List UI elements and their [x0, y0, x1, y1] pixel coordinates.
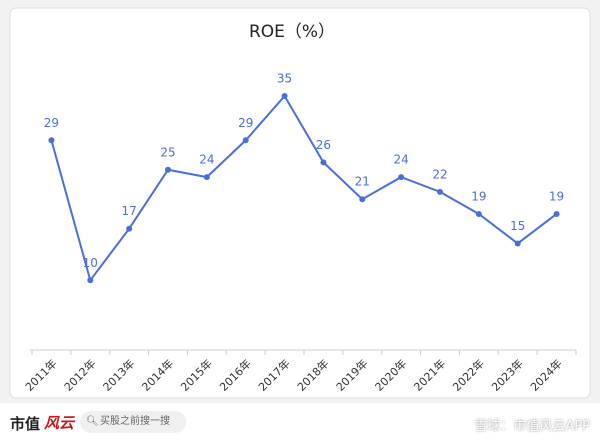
data-label: 29 — [238, 116, 253, 130]
point — [398, 174, 405, 181]
point — [553, 210, 560, 217]
logo: 市值 — [10, 415, 41, 433]
point — [359, 196, 366, 203]
point — [437, 188, 443, 195]
data-label: 24 — [199, 153, 214, 167]
point — [281, 93, 288, 100]
data-label: 25 — [160, 145, 175, 159]
search-text: 买股之前搜一搜 — [100, 416, 170, 427]
point — [203, 174, 210, 181]
data-label: 17 — [122, 204, 137, 218]
point — [242, 137, 249, 144]
search-box[interactable]: 🔍︎ 买股之前搜一搜 — [80, 411, 186, 433]
point — [48, 137, 55, 144]
data-label: 19 — [471, 189, 486, 203]
point — [475, 210, 482, 217]
data-label: 15 — [510, 219, 525, 233]
point — [126, 225, 133, 232]
footer: 市值 风云 🔍︎ 买股之前搜一搜 雪球：市值风云APP — [0, 403, 600, 443]
data-label: 29 — [44, 116, 59, 130]
data-label: 24 — [394, 153, 409, 167]
data-label: 21 — [355, 175, 370, 189]
data-label: 22 — [432, 167, 447, 181]
chart-title: ROE（%） — [249, 22, 335, 42]
line — [50, 94, 558, 283]
chart: ROE（%） 2011年 2012年 2013年 2014年 2015年 2016年 201… — [9, 7, 591, 399]
logo-mark: 风云 — [44, 414, 75, 432]
point — [87, 277, 94, 284]
point — [514, 240, 521, 247]
data-label: 10 — [83, 256, 98, 270]
data-label: 26 — [316, 138, 331, 152]
data-label: 19 — [549, 189, 564, 203]
source: 雪球：市值风云APP — [474, 419, 590, 434]
point — [320, 159, 327, 166]
data-label: 35 — [277, 72, 292, 86]
chart-card — [9, 7, 591, 399]
point — [165, 166, 171, 173]
